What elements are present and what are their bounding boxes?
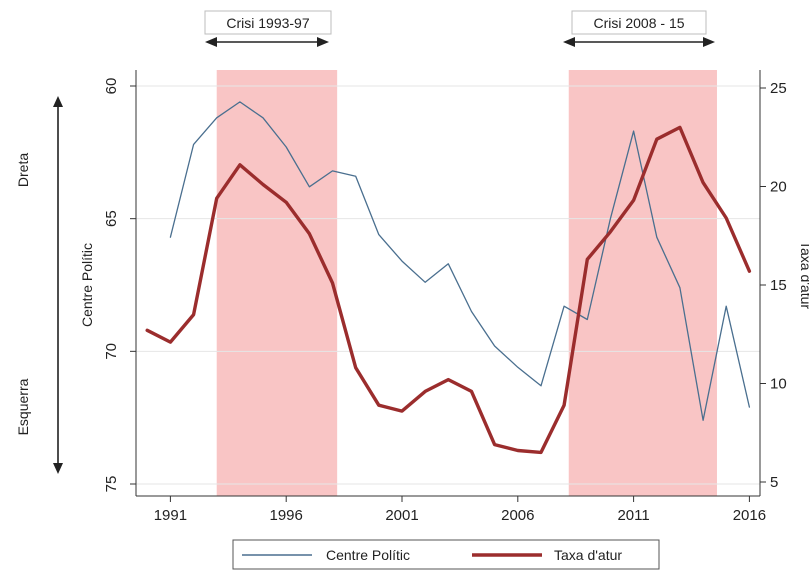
series-line-taxa-atur xyxy=(145,125,752,455)
crisis-band-1 xyxy=(216,70,338,496)
gridlines xyxy=(136,85,760,485)
x-tick-label-2006: 2006 xyxy=(501,507,534,524)
x-tick-label-2001: 2001 xyxy=(385,507,418,524)
left-wing-label: Esquerra xyxy=(15,378,31,435)
series-layer xyxy=(145,101,752,455)
direction-arrow-down-head xyxy=(53,463,63,474)
right-wing-label: Dreta xyxy=(15,153,31,187)
crisis-label-2: Crisi 2008 - 15 xyxy=(593,15,684,31)
axes: 1991 1996 2001 2006 2011 2016 60 65 70 75 5 10 15 20 2… xyxy=(103,70,787,524)
crisis-arrow-right-head-2 xyxy=(703,37,715,47)
right-tick-label-20: 20 xyxy=(770,179,787,196)
crisis-arrow-left-head-1 xyxy=(205,37,217,47)
right-axis-title: Taxa d'atur xyxy=(798,241,809,309)
political-direction-annotation: Dreta Esquerra xyxy=(15,96,63,474)
left-tick-label-60: 60 xyxy=(103,78,120,95)
crisis-label-box-2 xyxy=(571,10,707,35)
crisis-label-1: Crisi 1993-97 xyxy=(226,15,309,31)
crisis-shading-layer xyxy=(216,70,717,496)
crisis-band-2 xyxy=(568,70,717,496)
direction-arrow-up-head xyxy=(53,96,63,107)
left-tick-label-70: 70 xyxy=(103,343,120,360)
right-tick-label-25: 25 xyxy=(770,80,787,97)
crisis-annotation-2: Crisi 2008 - 15 xyxy=(563,10,715,47)
legend-label-centre-politic: Centre Polític xyxy=(326,547,410,563)
left-tick-label-75: 75 xyxy=(103,476,120,493)
right-tick-label-10: 10 xyxy=(770,376,787,393)
left-tick-label-65: 65 xyxy=(103,210,120,227)
legend-label-taxa-atur: Taxa d'atur xyxy=(554,547,622,563)
x-tick-label-2011: 2011 xyxy=(617,507,649,524)
right-tick-label-5: 5 xyxy=(770,474,778,491)
x-tick-label-2016: 2016 xyxy=(733,507,766,524)
crisis-label-box-1 xyxy=(204,10,332,35)
crisis-annotation-1: Crisi 1993-97 xyxy=(204,10,332,47)
crisis-arrow-left-head-2 xyxy=(563,37,575,47)
left-axis-title: Centre Polític xyxy=(79,243,95,327)
legend: Centre Polític Taxa d'atur xyxy=(232,539,660,570)
x-tick-label-1991: 1991 xyxy=(154,507,187,524)
x-tick-label-1996: 1996 xyxy=(270,507,303,524)
right-tick-label-15: 15 xyxy=(770,277,787,294)
crisis-arrow-right-head-1 xyxy=(317,37,329,47)
series-line-centre-politic xyxy=(169,101,751,421)
